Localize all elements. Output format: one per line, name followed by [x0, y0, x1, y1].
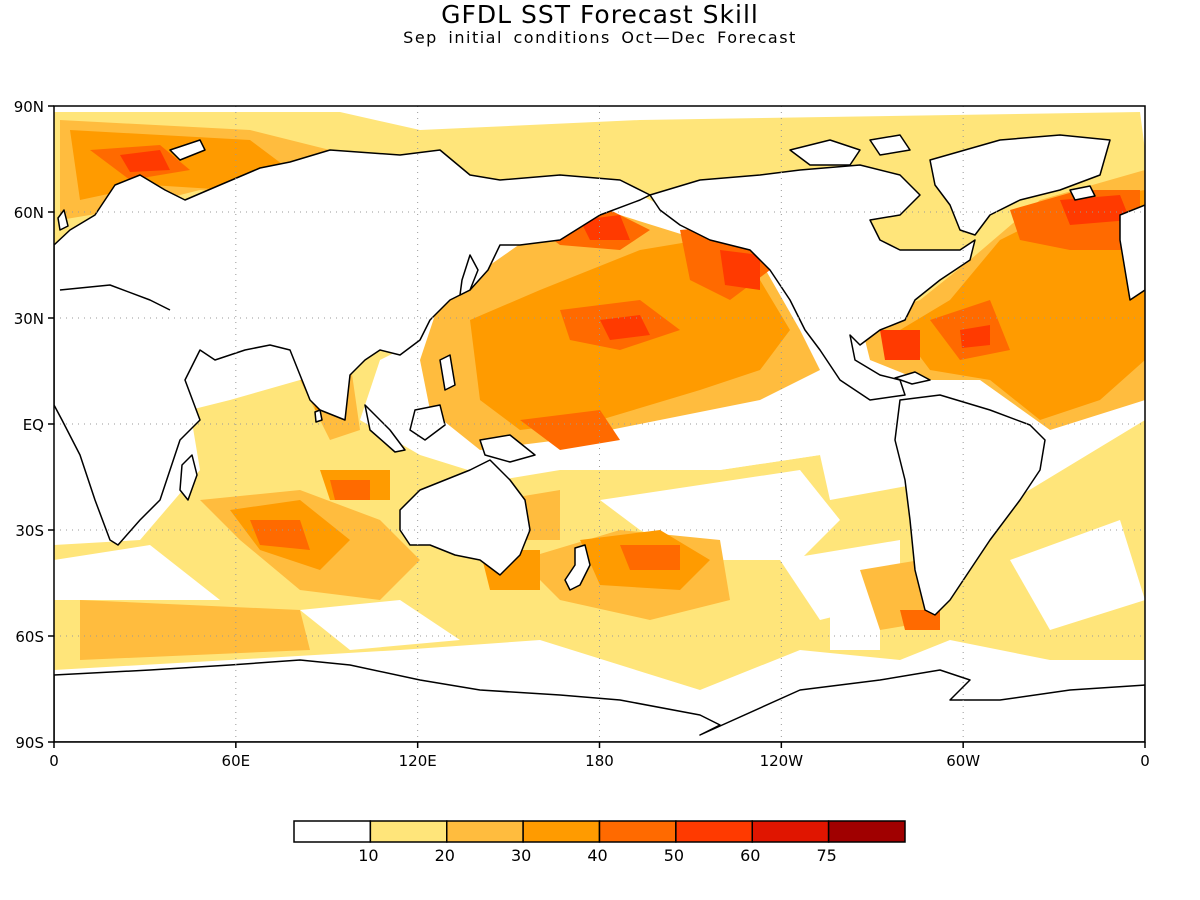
y-tick-label: 30S [15, 522, 44, 540]
japan [459, 254, 479, 296]
colorbar-swatch [369, 820, 448, 843]
eurasia-africa-landmass [54, 149, 651, 546]
arctic-island-2 [869, 134, 911, 156]
south-america [894, 394, 1046, 616]
antarctica [54, 659, 1145, 742]
mediterranean-coast [59, 284, 171, 311]
colorbar-label: 10 [358, 846, 378, 865]
caribbean-islands [894, 371, 931, 385]
x-tick-label: 0 [1140, 752, 1150, 770]
north-america [649, 164, 976, 401]
colorbar-label: 40 [587, 846, 607, 865]
y-tick-label: 60S [15, 628, 44, 646]
colorbar-label: 60 [740, 846, 760, 865]
sumatra [364, 404, 406, 453]
sri-lanka [314, 409, 323, 423]
y-tick-label: 30N [14, 310, 44, 328]
madagascar [179, 454, 198, 501]
new-zealand [564, 544, 591, 591]
continents [54, 134, 1145, 742]
australia [399, 459, 531, 576]
colorbar-swatch [751, 820, 830, 843]
colorbar-swatch [827, 820, 906, 843]
colorbar-label: 20 [435, 846, 455, 865]
x-tick-label: 120E [399, 752, 437, 770]
x-tick-label: 60E [222, 752, 251, 770]
borneo [409, 404, 446, 441]
arctic-islands [789, 139, 861, 166]
y-tick-label: EQ [23, 416, 44, 434]
colorbar-swatch [598, 820, 677, 843]
colorbar-swatch [446, 820, 524, 843]
philippines [439, 354, 456, 391]
new-guinea [479, 434, 536, 463]
y-axis: 90N 60N 30N EQ 30S 60S 90S [14, 98, 54, 752]
colorbar-swatch [675, 820, 753, 843]
x-tick-label: 0 [49, 752, 59, 770]
greenland [929, 134, 1111, 236]
y-tick-label: 90N [14, 98, 44, 116]
colorbar-label: 50 [664, 846, 684, 865]
map-title: GFDL SST Forecast Skill [441, 0, 759, 29]
grid-lines [54, 106, 1145, 742]
colorbar-label: 75 [816, 846, 836, 865]
x-tick-label: 120W [760, 752, 804, 770]
plot-area [54, 106, 1145, 742]
iceland [1069, 185, 1096, 201]
colorbar: 10 20 30 40 50 60 75 [293, 820, 906, 865]
colorbar-swatch [522, 820, 601, 843]
novaya-zemlya [169, 139, 206, 161]
x-tick-label: 180 [585, 752, 614, 770]
x-tick-label: 60W [946, 752, 980, 770]
europe-east-edge [1119, 204, 1145, 301]
map-subtitle: Sep initial conditions Oct—Dec Forecast [403, 28, 797, 47]
colorbar-label: 30 [511, 846, 531, 865]
y-tick-label: 90S [15, 734, 44, 752]
x-axis: 0 60E 120E 180 120W 60W 0 [49, 742, 1150, 770]
british-isles [57, 209, 69, 231]
y-tick-label: 60N [14, 204, 44, 222]
colorbar-swatch [293, 820, 372, 843]
